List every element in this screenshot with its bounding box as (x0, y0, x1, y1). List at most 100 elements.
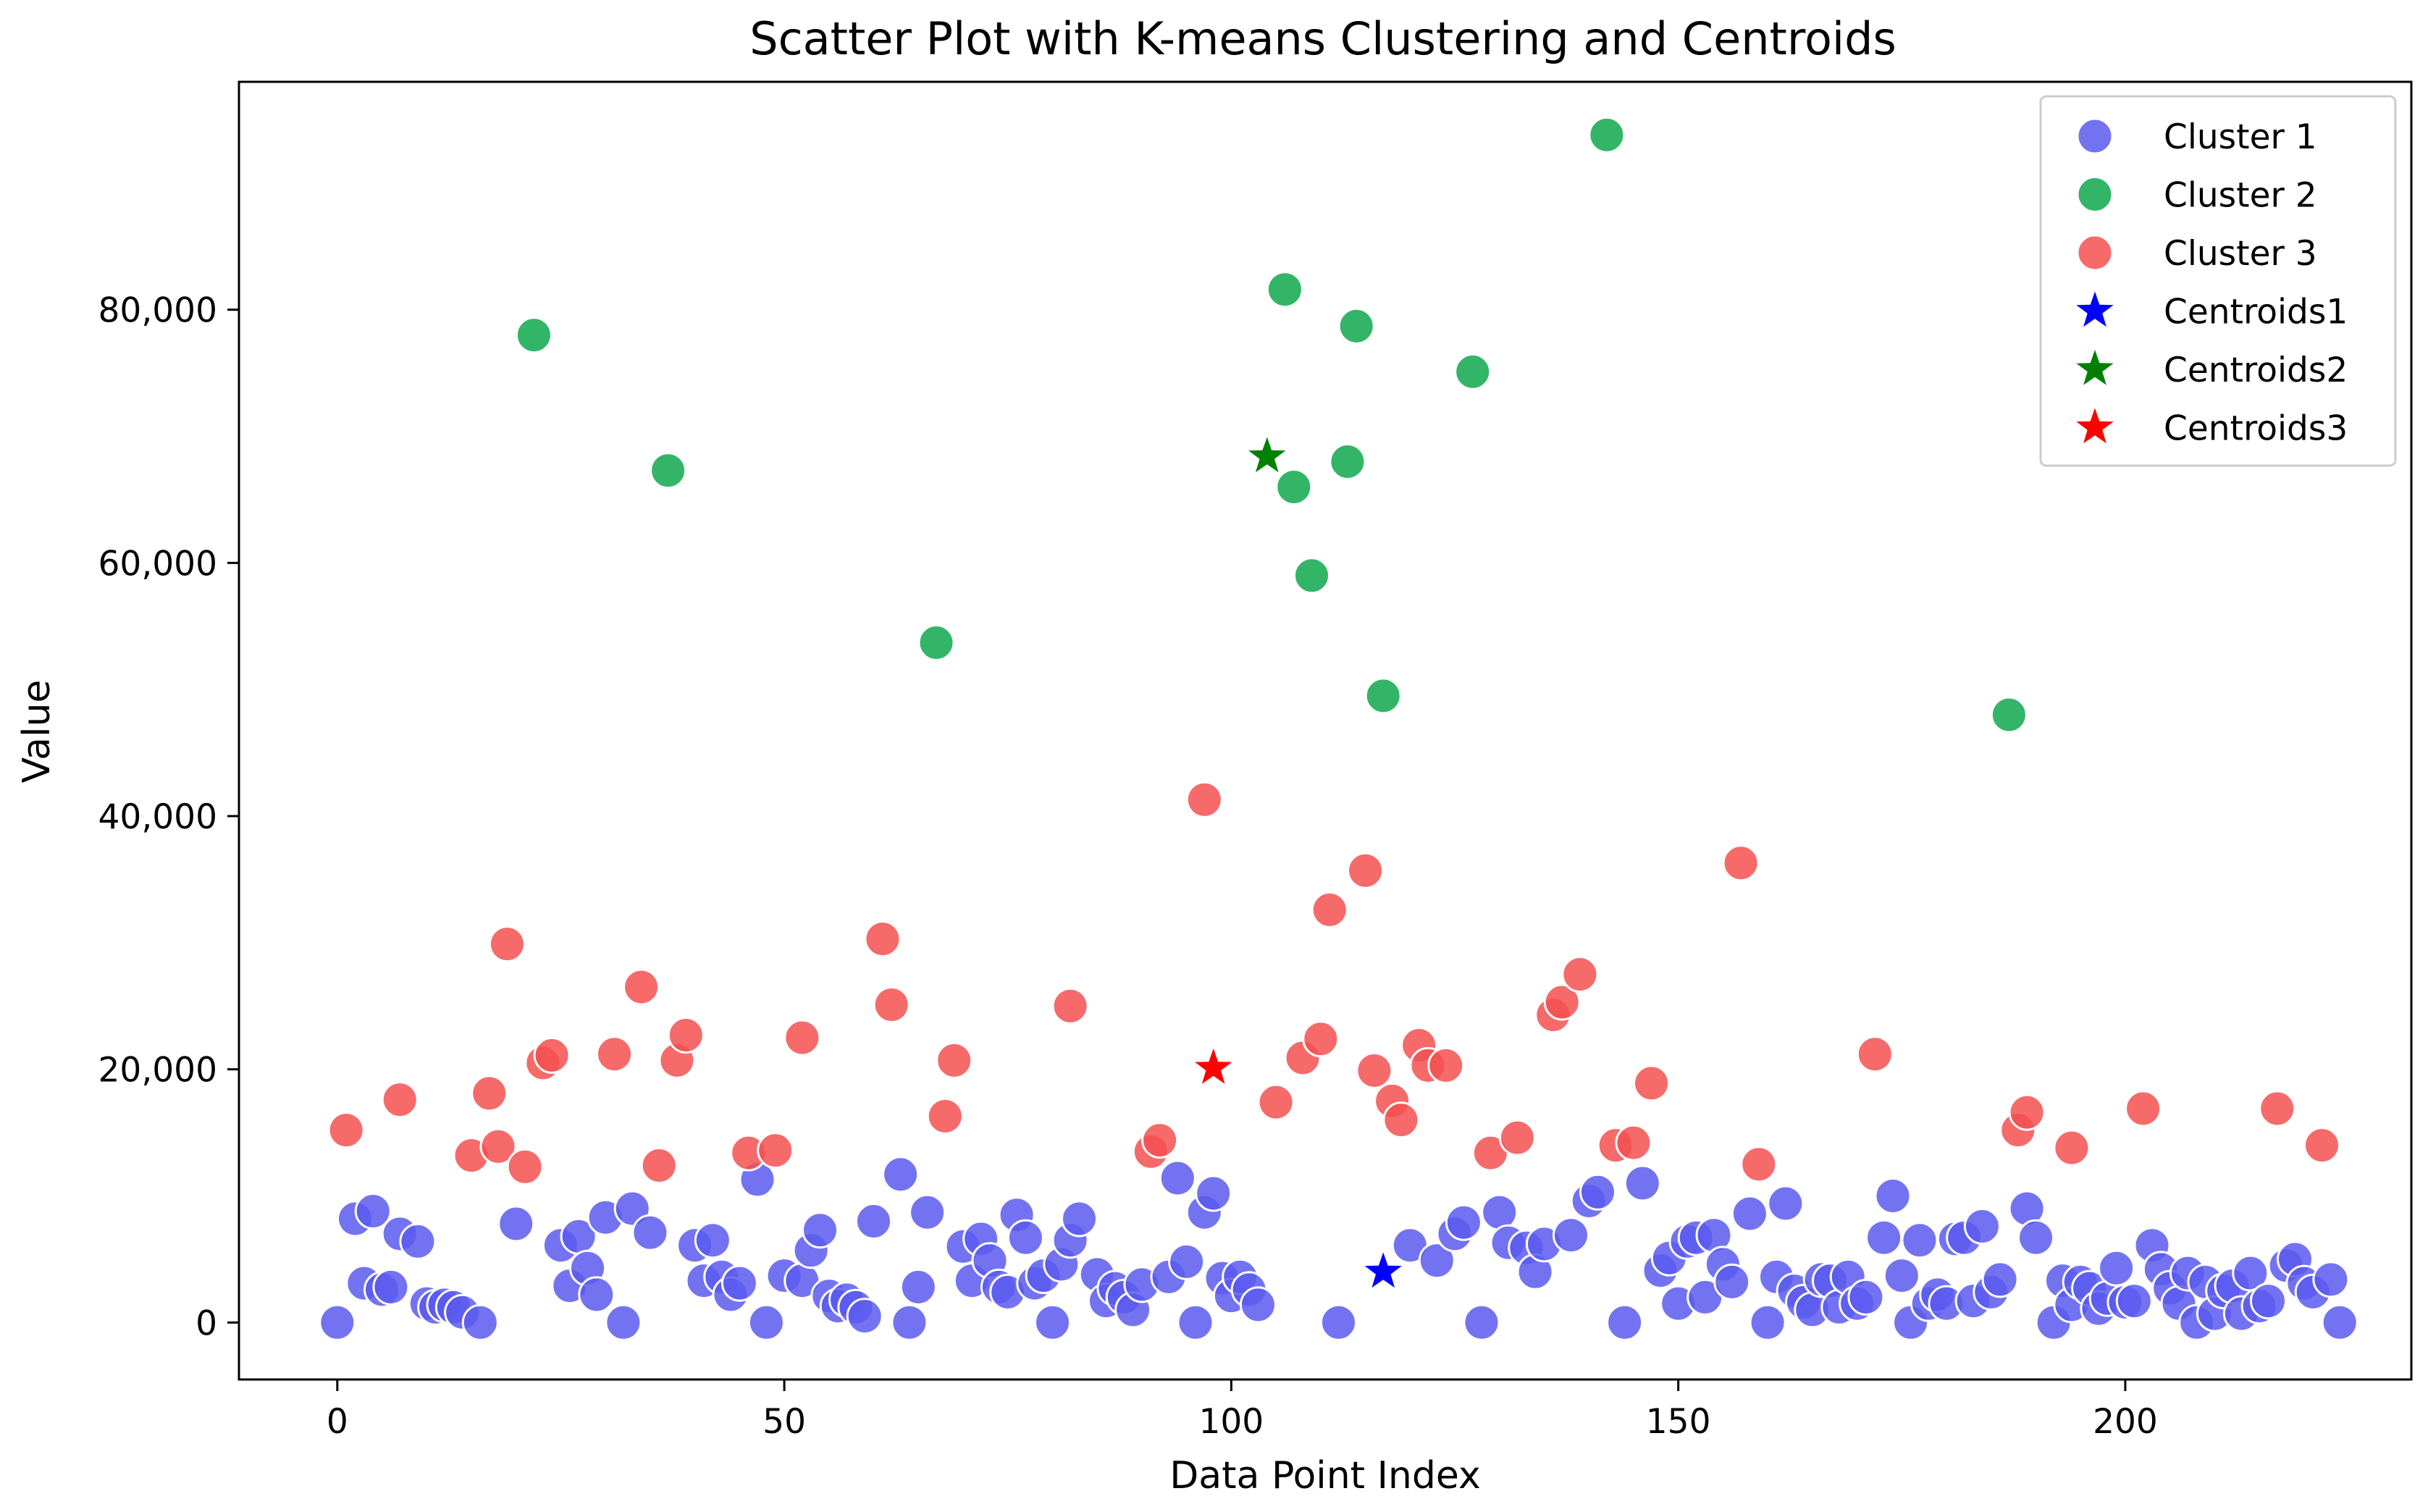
data-point (1427, 1046, 1465, 1084)
data-point (1981, 1261, 2019, 1298)
data-point (1329, 443, 1366, 480)
data-point (1553, 1217, 1589, 1254)
data-point (1356, 1051, 1393, 1089)
x-tick-label: 100 (1199, 1402, 1264, 1442)
data-point (1749, 1303, 1786, 1341)
y-tick-label: 60,000 (98, 544, 217, 584)
legend-marker (2076, 234, 2114, 272)
data-point (757, 1132, 794, 1169)
data-point (605, 1303, 642, 1341)
legend-label: Centroids1 (2164, 293, 2348, 332)
data-point (596, 1036, 633, 1073)
data-point (1623, 1164, 1661, 1202)
data-point (1051, 987, 1089, 1025)
x-tick-label: 150 (1646, 1402, 1711, 1442)
data-point (1874, 1177, 1912, 1214)
data-point (1239, 1286, 1277, 1324)
data-point (372, 1268, 410, 1306)
series-cluster-2 (515, 116, 2028, 734)
data-point (497, 1205, 535, 1243)
data-point (1883, 1257, 1920, 1295)
data-point (846, 1298, 883, 1335)
data-point (2098, 1249, 2135, 1287)
data-point (650, 452, 687, 490)
centroid-marker-1 (1364, 1252, 1402, 1288)
data-point (1740, 1146, 1778, 1183)
data-point (1364, 677, 1402, 715)
data-point (640, 1147, 678, 1184)
data-point (1337, 307, 1375, 345)
x-tick-label: 0 (327, 1402, 348, 1442)
legend-label: Centroids2 (2164, 350, 2348, 390)
legend-label: Cluster 2 (2164, 176, 2317, 216)
data-point (2125, 1090, 2162, 1127)
data-point (1257, 1083, 1295, 1121)
data-point (1445, 1204, 1482, 1241)
data-point (721, 1264, 758, 1302)
data-point (926, 1097, 964, 1135)
data-point (2303, 1127, 2340, 1164)
y-tick-label: 20,000 (98, 1051, 217, 1091)
data-point (1579, 1173, 1616, 1211)
data-point (1311, 891, 1348, 928)
x-axis: 0 50 100 150 200 (327, 1379, 2158, 1442)
legend: Cluster 1 Cluster 2 Cluster 3 Centroids1 Cen… (2039, 95, 2397, 467)
data-point (1856, 1036, 1894, 1073)
data-point (1543, 983, 1581, 1021)
data-point (479, 1127, 517, 1165)
plot-frame (238, 80, 2413, 1381)
data-point (1865, 1219, 1903, 1256)
legend-marker (2076, 408, 2114, 444)
data-point (1007, 1219, 1044, 1256)
data-point (1266, 271, 1303, 308)
data-point (515, 316, 553, 354)
data-point (1990, 696, 2028, 734)
legend-label: Centroids3 (2164, 409, 2348, 449)
data-point (1767, 1185, 1805, 1222)
y-tick-label: 0 (196, 1303, 217, 1343)
data-point (2250, 1282, 2287, 1320)
data-point (2017, 1219, 2054, 1256)
data-point (1293, 557, 1330, 595)
legend-marker (2076, 291, 2114, 327)
data-point (802, 1211, 839, 1249)
data-point (891, 1303, 928, 1341)
x-tick-label: 200 (2093, 1402, 2158, 1442)
legend-marker (2076, 117, 2114, 155)
data-point (1034, 1303, 1071, 1341)
data-point (354, 1193, 392, 1230)
data-point (2008, 1093, 2046, 1131)
data-point (1731, 1195, 1768, 1232)
data-point (1185, 781, 1223, 818)
data-point (1463, 1303, 1500, 1341)
data-point (1320, 1303, 1357, 1341)
data-point (533, 1036, 571, 1074)
data-point (1141, 1122, 1179, 1159)
data-point (1302, 1020, 1340, 1058)
data-point (1588, 116, 1626, 154)
y-axis-label: Value (15, 680, 59, 784)
data-point (1159, 1159, 1196, 1197)
legend-box (2039, 95, 2397, 467)
data-point (1454, 353, 1492, 390)
y-axis: 0 20,000 40,000 60,000 80,000 (98, 291, 239, 1343)
x-tick-label: 50 (763, 1402, 806, 1442)
data-point (1615, 1124, 1652, 1162)
data-point (506, 1148, 544, 1185)
data-point (1177, 1303, 1214, 1341)
data-point (623, 968, 660, 1006)
series-cluster-3 (327, 781, 2340, 1185)
data-point (1061, 1200, 1098, 1238)
data-point (1195, 1175, 1232, 1212)
y-tick-label: 80,000 (98, 291, 217, 331)
data-point (631, 1214, 669, 1251)
data-point (461, 1303, 499, 1341)
centroid-marker-3 (1195, 1048, 1232, 1084)
data-point (855, 1203, 892, 1240)
data-point (917, 624, 955, 661)
data-point (747, 1303, 785, 1341)
data-point (864, 920, 902, 958)
data-point (784, 1019, 821, 1057)
data-point (1561, 956, 1599, 993)
